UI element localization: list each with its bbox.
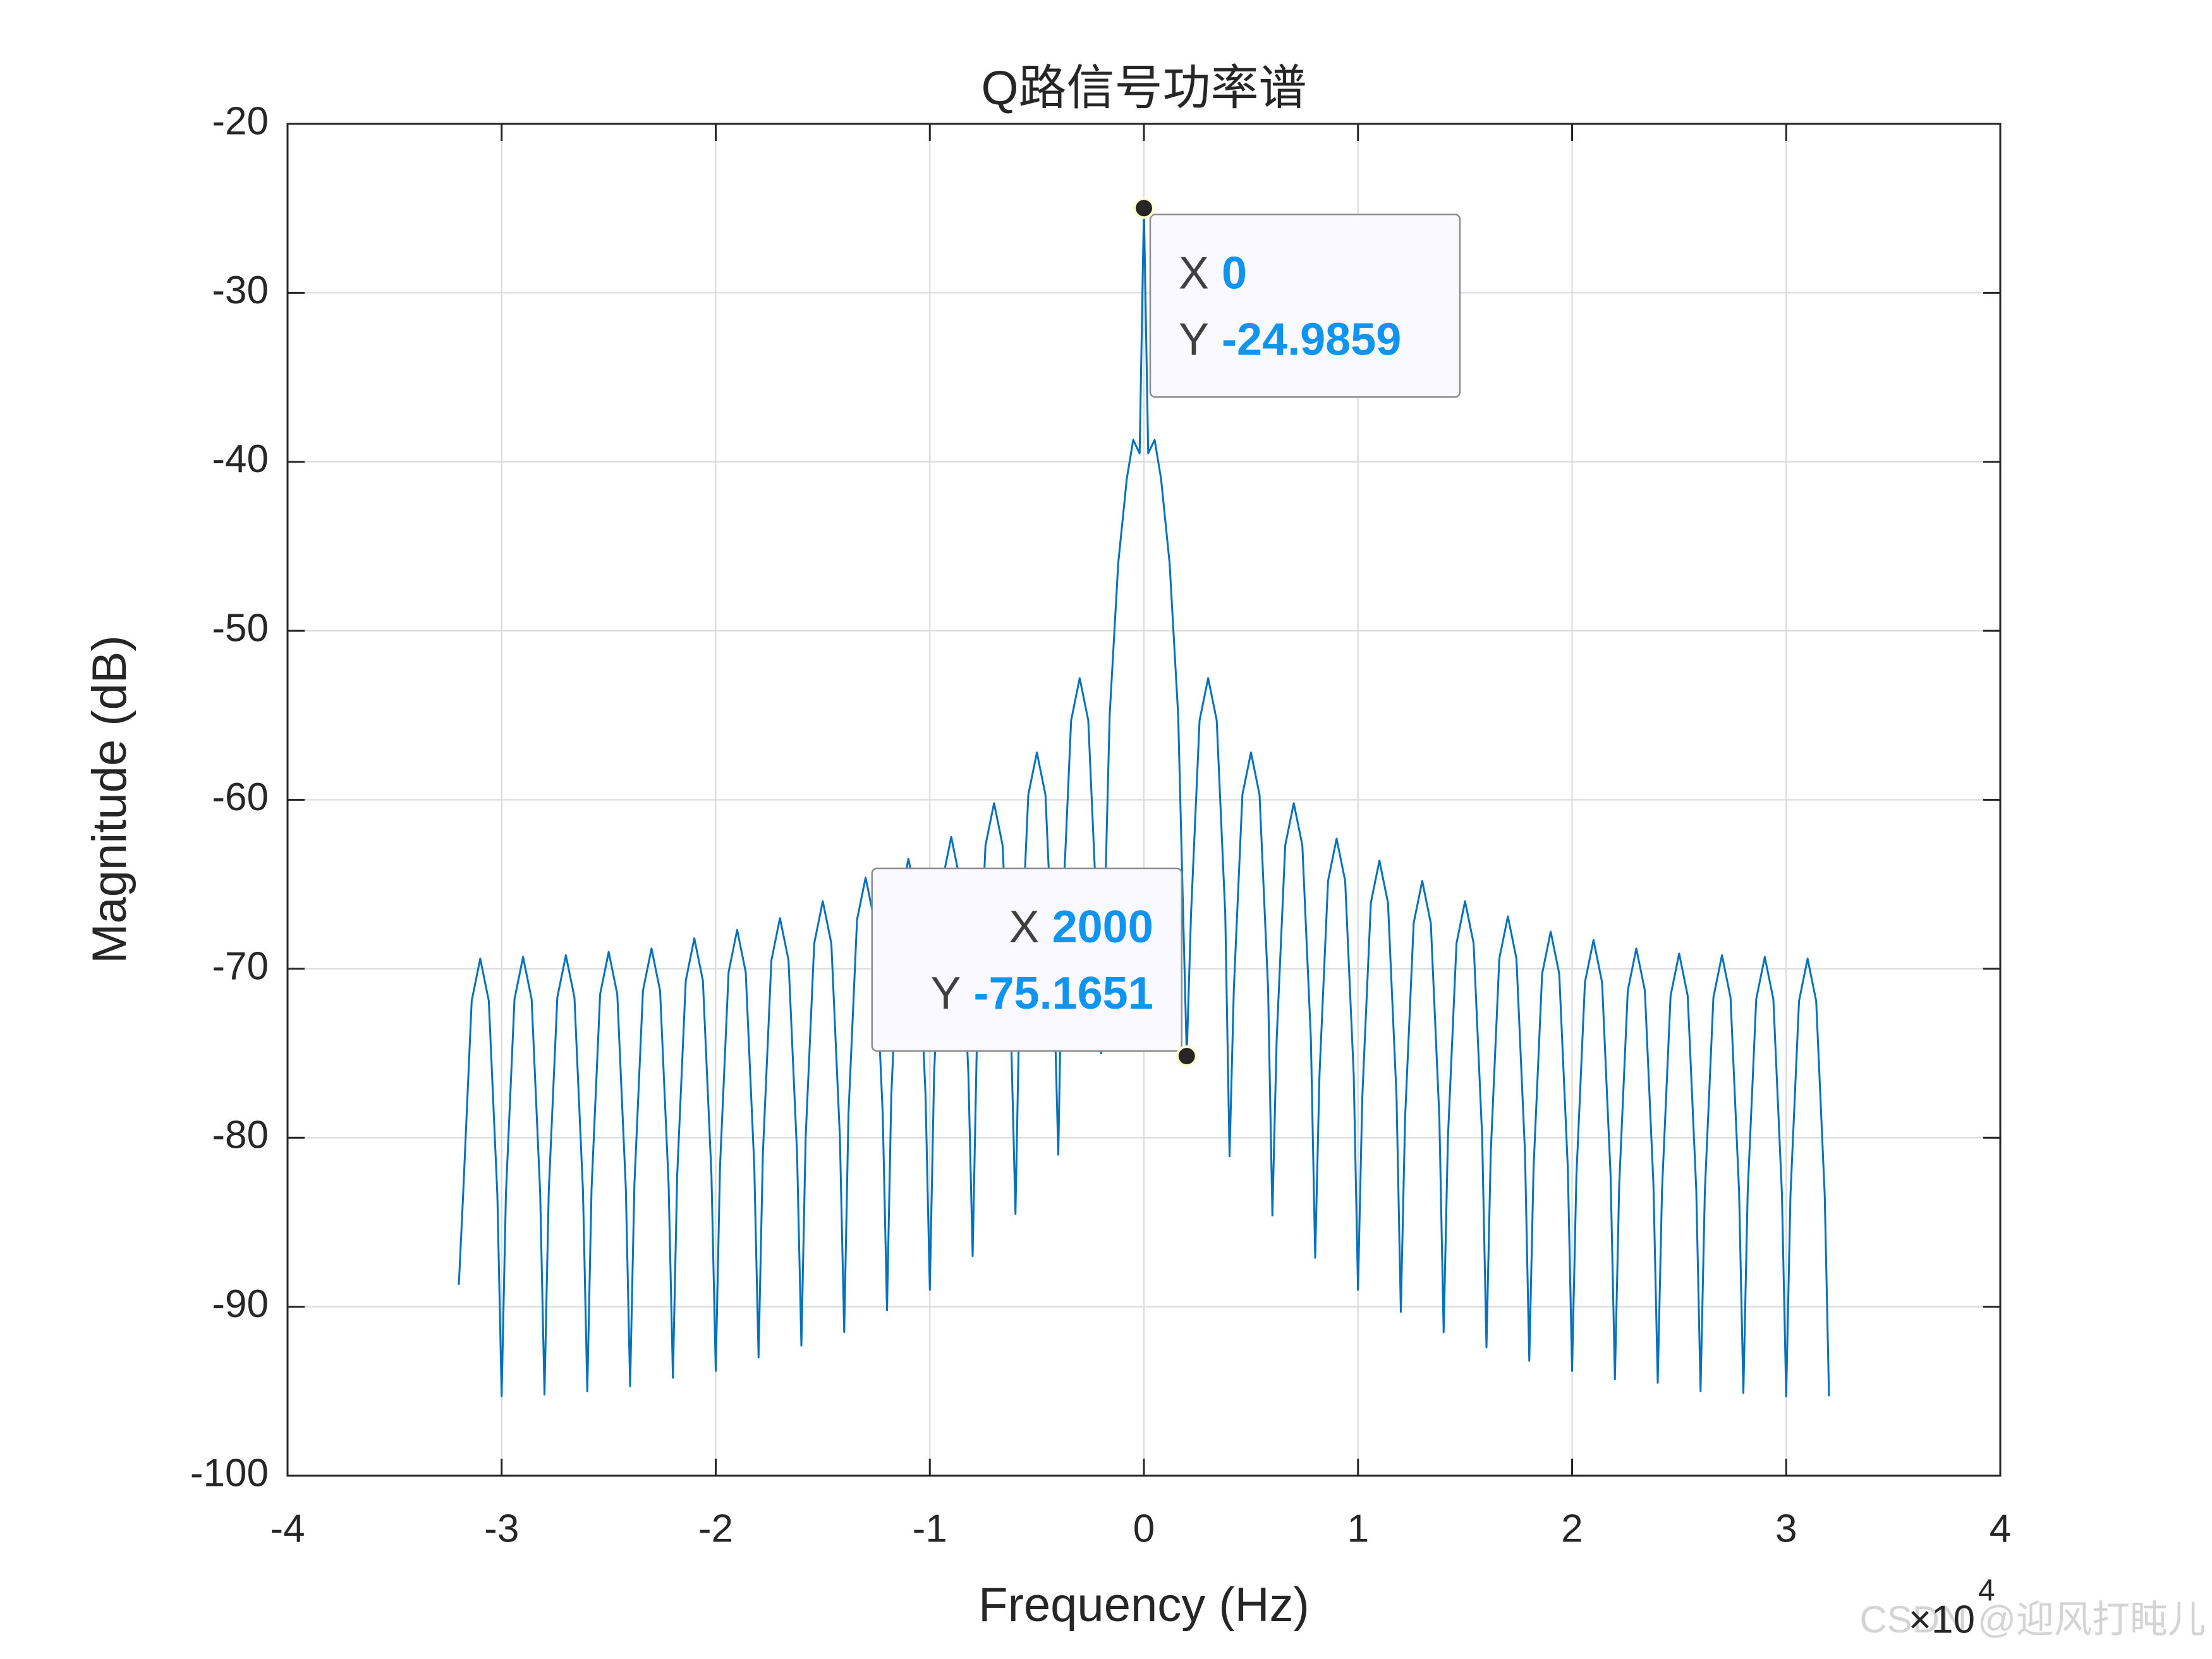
x-tick-label: -3	[484, 1507, 519, 1550]
x-tick-label: 3	[1775, 1507, 1797, 1550]
x-tick-label: 4	[1990, 1507, 2011, 1550]
y-tick-label: -40	[212, 437, 269, 481]
chart-title: Q路信号功率谱	[981, 61, 1306, 115]
x-tick-label: 2	[1561, 1507, 1583, 1550]
watermark: CSDN @迎风打盹儿	[1859, 1598, 2206, 1641]
x-exponent: 4	[1978, 1574, 1995, 1608]
y-tick-label: -60	[212, 775, 269, 819]
x-tick-label: -2	[698, 1507, 733, 1550]
x-axis-label: Frequency (Hz)	[978, 1578, 1310, 1632]
y-tick-label: -80	[212, 1114, 269, 1157]
x-tick-label: -1	[913, 1507, 947, 1550]
datatip-value: 2000	[1052, 902, 1153, 952]
x-tick-label: 1	[1347, 1507, 1369, 1550]
datatip-name: Y	[1179, 314, 1209, 365]
datatip-value: -24.9859	[1222, 314, 1401, 365]
y-tick-label: -100	[190, 1451, 269, 1495]
datatip-text: X 2000	[1009, 902, 1153, 952]
y-tick-label: -50	[212, 607, 269, 650]
datatip-box	[1149, 214, 1461, 398]
datatip-name: X	[1009, 902, 1040, 952]
x-tick-label: -4	[270, 1507, 305, 1550]
datatip-name: Y	[930, 968, 961, 1019]
datatip-marker	[1176, 1045, 1198, 1067]
datatip-name: X	[1179, 248, 1209, 298]
x-exponent-base: ×10	[1909, 1598, 1975, 1641]
y-tick-label: -20	[212, 99, 269, 143]
y-tick-label: -30	[212, 269, 269, 312]
y-axis-label: Magnitude (dB)	[83, 635, 137, 964]
datatip-box	[871, 867, 1182, 1052]
datatip: X 2000 Y -75.1651	[871, 867, 1198, 1067]
datatip-value: 0	[1222, 248, 1247, 298]
datatip-text: Y -75.1651	[930, 968, 1153, 1019]
datatip-value: -75.1651	[974, 968, 1153, 1019]
y-tick-label: -90	[212, 1282, 269, 1326]
y-tick-label: -70	[212, 944, 269, 988]
datatip-text: Y -24.9859	[1179, 314, 1401, 365]
datatip-marker	[1133, 197, 1155, 219]
x-tick-label: 0	[1133, 1507, 1155, 1550]
datatip: X 0Y -24.9859	[1133, 197, 1461, 398]
